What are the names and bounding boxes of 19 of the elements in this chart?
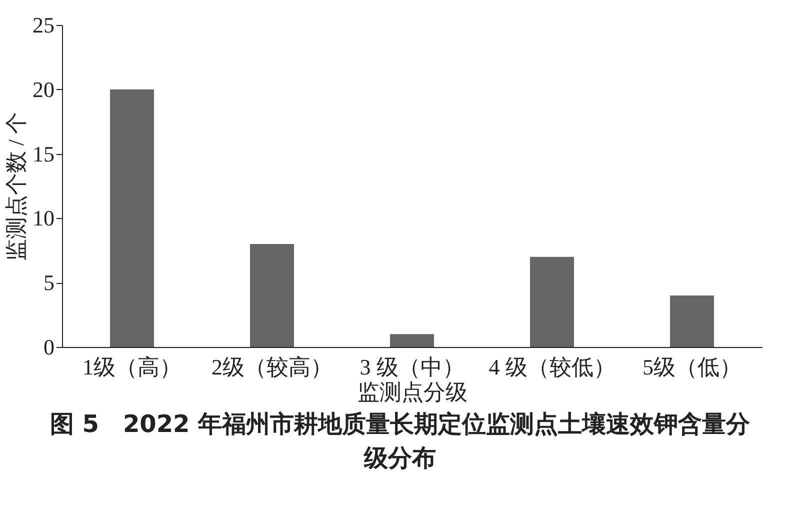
x-tick-label: 1级（高） bbox=[82, 354, 182, 380]
y-tick-label: 15 bbox=[32, 141, 54, 166]
text: 图 5 2022 年福州市耕地质量长期定位监测点土壤速效钾含量分级分布 bbox=[48, 409, 752, 474]
y-tick-label: 25 bbox=[32, 12, 54, 38]
bar bbox=[250, 244, 294, 347]
y-tick-label: 20 bbox=[32, 76, 54, 102]
y-tick-label: 10 bbox=[32, 206, 54, 231]
x-tick-label: 4 级（较低） bbox=[488, 354, 616, 380]
y-tick-label: 0 bbox=[44, 334, 54, 360]
x-tick-label: 5级（低） bbox=[642, 354, 742, 380]
x-tick-label: 3 级（中） bbox=[360, 354, 464, 380]
bar bbox=[390, 334, 434, 347]
x-axis-title: 监测点分级 bbox=[358, 380, 468, 404]
y-axis-title: 监测点个数 / 个 bbox=[4, 112, 28, 262]
y-tick-label: 5 bbox=[44, 270, 54, 296]
x-tick-label: 2级（较高） bbox=[212, 354, 332, 380]
bar bbox=[670, 295, 714, 347]
bar bbox=[110, 89, 154, 347]
bar bbox=[530, 256, 574, 347]
